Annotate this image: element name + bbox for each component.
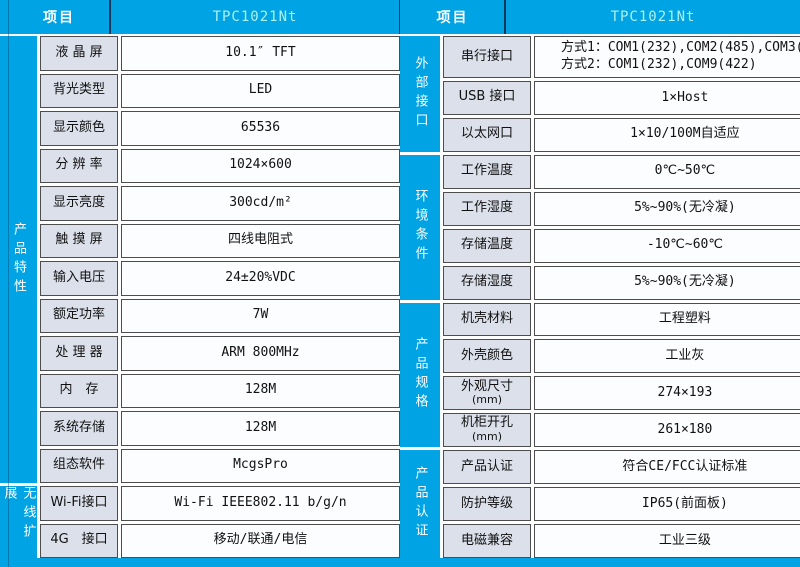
header-model-right: TPC1021Nt bbox=[610, 9, 696, 25]
row-value-work-humidity: 5%~90%(无冷凝) bbox=[534, 191, 800, 226]
row-value-4g: 移动/联通/电信 bbox=[121, 523, 400, 558]
section-label: 产品认证 bbox=[412, 466, 428, 543]
row-label-work-temp: 工作温度 bbox=[443, 154, 531, 189]
row-value-storage-humidity: 5%~90%(无冷凝) bbox=[534, 265, 800, 300]
section-label: 产品特性 bbox=[11, 221, 26, 298]
section-environment: 环境条件 bbox=[400, 154, 440, 300]
row-value-case-color: 工业灰 bbox=[534, 339, 800, 374]
section-wireless-expansion: 无线扩展 bbox=[0, 486, 37, 558]
row-value-backlight: LED bbox=[121, 73, 400, 108]
row-label-storage-temp: 存储温度 bbox=[443, 228, 531, 263]
row-value-touchscreen: 四线电阻式 bbox=[121, 223, 400, 258]
bottom-border-strip bbox=[0, 558, 800, 567]
left-edge-line bbox=[8, 0, 9, 567]
section-product-features: 产品特性 bbox=[0, 36, 37, 483]
row-label-backlight: 背光类型 bbox=[40, 73, 118, 108]
row-label-serial: 串行接口 bbox=[443, 36, 531, 78]
row-label-cutout: 机柜开孔 (mm) bbox=[443, 413, 531, 448]
row-value-protection-rating: IP65(前面板) bbox=[534, 487, 800, 522]
row-label-brightness: 显示亮度 bbox=[40, 186, 118, 221]
row-label-4g: 4G 接口 bbox=[40, 523, 118, 558]
header-model-left: TPC1021Nt bbox=[212, 9, 298, 25]
row-label-wifi: Wi-Fi接口 bbox=[40, 486, 118, 521]
right-spec-table: 外部接口 环境条件 产品规格 产品认证 串行接口 方式1：COM1(232),C… bbox=[400, 36, 800, 558]
row-label-emc: 电磁兼容 bbox=[443, 524, 531, 558]
section-product-specs: 产品规格 bbox=[400, 302, 440, 448]
row-value-processor: ARM 800MHz bbox=[121, 336, 400, 371]
header-item-left: 项目 bbox=[43, 10, 75, 26]
row-label-case-material: 机壳材料 bbox=[443, 302, 531, 337]
left-spec-table: 产品特性 无线扩展 液 晶 屏 10.1″ TFT 背光类型 LED 显示颜色 … bbox=[0, 36, 400, 558]
row-label-storage-humidity: 存储湿度 bbox=[443, 265, 531, 300]
serial-mode-2: 方式2：COM1(232),COM9(422) bbox=[561, 57, 757, 72]
row-value-brightness: 300cd/m² bbox=[121, 186, 400, 221]
row-value-software: McgsPro bbox=[121, 448, 400, 483]
row-label-lcd: 液 晶 屏 bbox=[40, 36, 118, 71]
row-label-protection-rating: 防护等级 bbox=[443, 487, 531, 522]
row-label-storage: 系统存储 bbox=[40, 411, 118, 446]
row-label-touchscreen: 触 摸 屏 bbox=[40, 223, 118, 258]
header-item-right: 项目 bbox=[436, 10, 469, 26]
table-header-row: 项目 TPC1021Nt 项目 TPC1021Nt bbox=[0, 0, 800, 34]
row-label-ethernet: 以太网口 bbox=[443, 117, 531, 152]
row-value-colors: 65536 bbox=[121, 111, 400, 146]
section-label: 产品规格 bbox=[412, 336, 428, 413]
row-label-software: 组态软件 bbox=[40, 448, 118, 483]
row-label-work-humidity: 工作湿度 bbox=[443, 191, 531, 226]
row-value-input-voltage: 24±20%VDC bbox=[121, 261, 400, 296]
row-label-processor: 处 理 器 bbox=[40, 336, 118, 371]
row-value-wifi: Wi-Fi IEEE802.11 b/g/n bbox=[121, 486, 400, 521]
row-value-cutout: 261×180 bbox=[534, 413, 800, 448]
row-label-outer-dimensions: 外观尺寸 (mm) bbox=[443, 376, 531, 411]
section-certification: 产品认证 bbox=[400, 450, 440, 558]
row-label-usb: USB 接口 bbox=[443, 81, 531, 115]
row-label-colors: 显示颜色 bbox=[40, 111, 118, 146]
row-value-rated-power: 7W bbox=[121, 298, 400, 333]
label-unit: (mm) bbox=[471, 430, 502, 444]
row-value-lcd: 10.1″ TFT bbox=[121, 36, 400, 71]
row-label-memory: 内 存 bbox=[40, 373, 118, 408]
header-divider bbox=[399, 0, 400, 34]
row-value-emc: 工业三级 bbox=[534, 524, 800, 558]
section-label: 无线扩展 bbox=[1, 486, 36, 543]
row-value-ethernet: 1×10/100M自适应 bbox=[534, 117, 800, 152]
label-unit: (mm) bbox=[471, 393, 502, 407]
row-label-case-color: 外壳颜色 bbox=[443, 339, 531, 374]
row-label-rated-power: 额定功率 bbox=[40, 298, 118, 333]
section-label: 环境条件 bbox=[412, 189, 428, 266]
label-main: 外观尺寸 bbox=[460, 378, 513, 394]
row-value-memory: 128M bbox=[121, 373, 400, 408]
row-value-storage: 128M bbox=[121, 411, 400, 446]
row-label-input-voltage: 输入电压 bbox=[40, 261, 118, 296]
header-divider bbox=[504, 0, 506, 34]
row-value-outer-dimensions: 274×193 bbox=[534, 376, 800, 411]
row-value-resolution: 1024×600 bbox=[121, 148, 400, 183]
serial-mode-1: 方式1：COM1(232),COM2(485),COM3(485) bbox=[561, 40, 800, 56]
label-main: 机柜开孔 bbox=[460, 415, 513, 431]
row-value-certification: 符合CE/FCC认证标准 bbox=[534, 450, 800, 485]
row-value-case-material: 工程塑料 bbox=[534, 302, 800, 337]
row-value-work-temp: 0℃~50℃ bbox=[534, 154, 800, 189]
section-label: 外部接口 bbox=[412, 55, 428, 132]
section-external-interfaces: 外部接口 bbox=[400, 36, 440, 152]
header-divider bbox=[109, 0, 111, 34]
row-value-serial: 方式1：COM1(232),COM2(485),COM3(485) 方式2：CO… bbox=[534, 36, 800, 78]
row-label-certification: 产品认证 bbox=[443, 450, 531, 485]
row-value-usb: 1×Host bbox=[534, 81, 800, 115]
row-value-storage-temp: -10℃~60℃ bbox=[534, 228, 800, 263]
row-label-resolution: 分 辨 率 bbox=[40, 148, 118, 183]
